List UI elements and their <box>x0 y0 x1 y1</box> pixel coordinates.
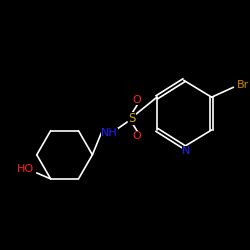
Text: Br: Br <box>237 80 250 90</box>
Text: S: S <box>128 112 136 124</box>
Text: HO: HO <box>17 164 34 174</box>
Text: O: O <box>133 95 141 105</box>
Text: N: N <box>182 146 190 156</box>
Text: NH: NH <box>101 128 118 138</box>
Text: O: O <box>133 131 141 141</box>
